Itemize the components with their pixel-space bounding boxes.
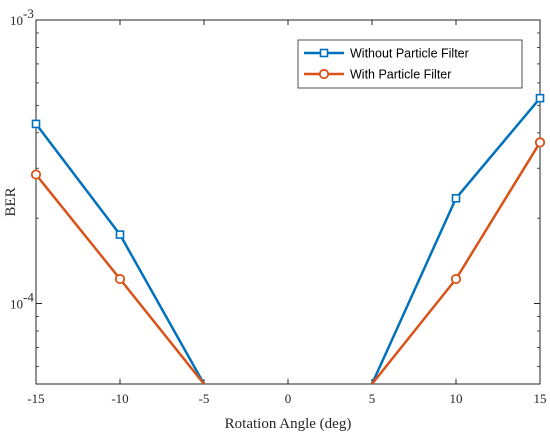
data-point-circle (534, 137, 546, 148)
x-tick-label: 5 (369, 391, 376, 406)
legend-marker-square (319, 48, 329, 58)
series-without-particle-filter (31, 93, 545, 385)
x-tick-label: 0 (285, 391, 292, 406)
legend-label-with: With Particle Filter (350, 68, 451, 82)
legend-marker-circle (318, 68, 330, 80)
data-point-circle (114, 273, 126, 285)
data-point-square (535, 93, 545, 103)
series-with-particle-filter (30, 137, 546, 385)
y-axis-label: BER (3, 187, 19, 216)
x-tick-label: -15 (27, 391, 44, 406)
data-point-circle (30, 169, 42, 180)
legend: Without Particle Filter With Particle Fi… (297, 39, 523, 89)
series-layer (30, 93, 546, 385)
y-tick-label-base: 10 (10, 13, 23, 28)
y-tick-label-base: 10 (10, 296, 23, 311)
data-point-square (451, 193, 461, 203)
data-point-circle (450, 273, 462, 285)
x-axis-label: Rotation Angle (deg) (225, 416, 352, 432)
x-tick-label: -10 (111, 391, 128, 406)
y-tick-labels: 10-410-3 (10, 6, 34, 311)
x-tick-label: 10 (450, 391, 463, 406)
y-tick-label: 10 -3 (10, 6, 34, 28)
data-point-square (115, 230, 125, 239)
data-point-square (31, 119, 41, 129)
y-tick-label-exponent: -4 (23, 289, 34, 304)
y-tick-label: 10 -4 (10, 289, 34, 311)
x-tick-label: -5 (199, 391, 210, 406)
legend-label-without: Without Particle Filter (350, 47, 469, 61)
y-tick-label-exponent: -3 (23, 6, 34, 21)
legend-box (297, 39, 523, 89)
x-tick-labels: -15 -10 -5 0 5 10 15 (27, 391, 546, 406)
x-tick-label: 15 (534, 391, 547, 406)
